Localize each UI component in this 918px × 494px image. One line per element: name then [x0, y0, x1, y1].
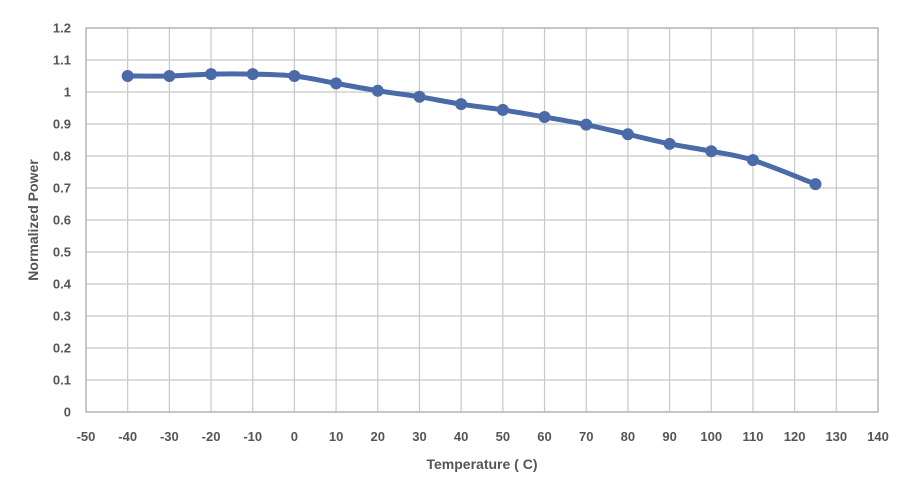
- x-tick-label: 60: [537, 429, 551, 444]
- y-tick-label: 0.8: [53, 149, 71, 164]
- gridlines: [85, 27, 879, 413]
- y-axis-title: Normalized Power: [25, 159, 41, 281]
- data-point: [288, 70, 301, 82]
- x-tick-label: 140: [867, 429, 889, 444]
- data-point: [455, 98, 468, 111]
- data-point: [330, 77, 343, 90]
- x-tick-label: 120: [784, 429, 806, 444]
- y-tick-label: 1.1: [53, 53, 71, 68]
- y-axis-ticks: 0 0.1 0.2 0.3 0.4 0.5 0.6 0.7 0.8 0.9 1 1.1 1.2: [53, 21, 72, 420]
- y-tick-label: 1: [64, 85, 71, 100]
- series: [121, 68, 822, 191]
- y-tick-label: 0.7: [53, 181, 71, 196]
- y-tick-label: 0.3: [53, 309, 71, 324]
- data-point: [413, 90, 426, 103]
- x-tick-label: 20: [371, 429, 385, 444]
- x-tick-label: 40: [454, 429, 468, 444]
- x-tick-label: 70: [579, 429, 593, 444]
- data-point: [496, 103, 509, 116]
- data-point: [580, 118, 593, 131]
- x-tick-label: 30: [412, 429, 426, 444]
- data-point: [538, 110, 551, 123]
- y-tick-label: 0.1: [53, 373, 71, 388]
- x-tick-label: -50: [77, 429, 96, 444]
- data-point: [746, 154, 759, 167]
- data-point: [205, 68, 218, 81]
- x-tick-label: 80: [621, 429, 635, 444]
- data-point: [163, 70, 176, 82]
- data-point: [809, 178, 822, 191]
- x-tick-label: 100: [700, 429, 722, 444]
- x-axis-title: Temperature ( C): [427, 456, 538, 472]
- data-point: [705, 145, 718, 158]
- x-tick-label: 130: [825, 429, 847, 444]
- x-axis-ticks: -50 -40 -30 -20 -10 0 10 20 30 40 50 60 70 80 90 100 110…: [77, 429, 889, 444]
- x-tick-label: 110: [742, 429, 763, 444]
- x-tick-label: 10: [329, 429, 343, 444]
- data-point: [121, 70, 134, 82]
- data-point: [621, 128, 634, 141]
- y-tick-label: 0.2: [53, 341, 71, 356]
- x-tick-label: -40: [118, 429, 137, 444]
- x-tick-label: -20: [202, 429, 221, 444]
- x-tick-label: -10: [243, 429, 262, 444]
- data-point: [371, 84, 384, 97]
- plot-area-border: [85, 27, 879, 413]
- y-tick-label: 0.6: [53, 213, 71, 228]
- y-tick-label: 0: [64, 405, 71, 420]
- x-tick-label: 0: [291, 429, 298, 444]
- series-line: [125, 71, 818, 187]
- x-tick-label: 90: [662, 429, 676, 444]
- y-tick-label: 0.5: [53, 245, 71, 260]
- x-tick-label: 50: [496, 429, 510, 444]
- y-tick-label: 0.9: [53, 117, 71, 132]
- y-tick-label: 0.4: [53, 277, 72, 292]
- data-point: [246, 68, 259, 81]
- y-tick-label: 1.2: [53, 21, 71, 36]
- data-point: [663, 137, 676, 150]
- x-tick-label: -30: [160, 429, 179, 444]
